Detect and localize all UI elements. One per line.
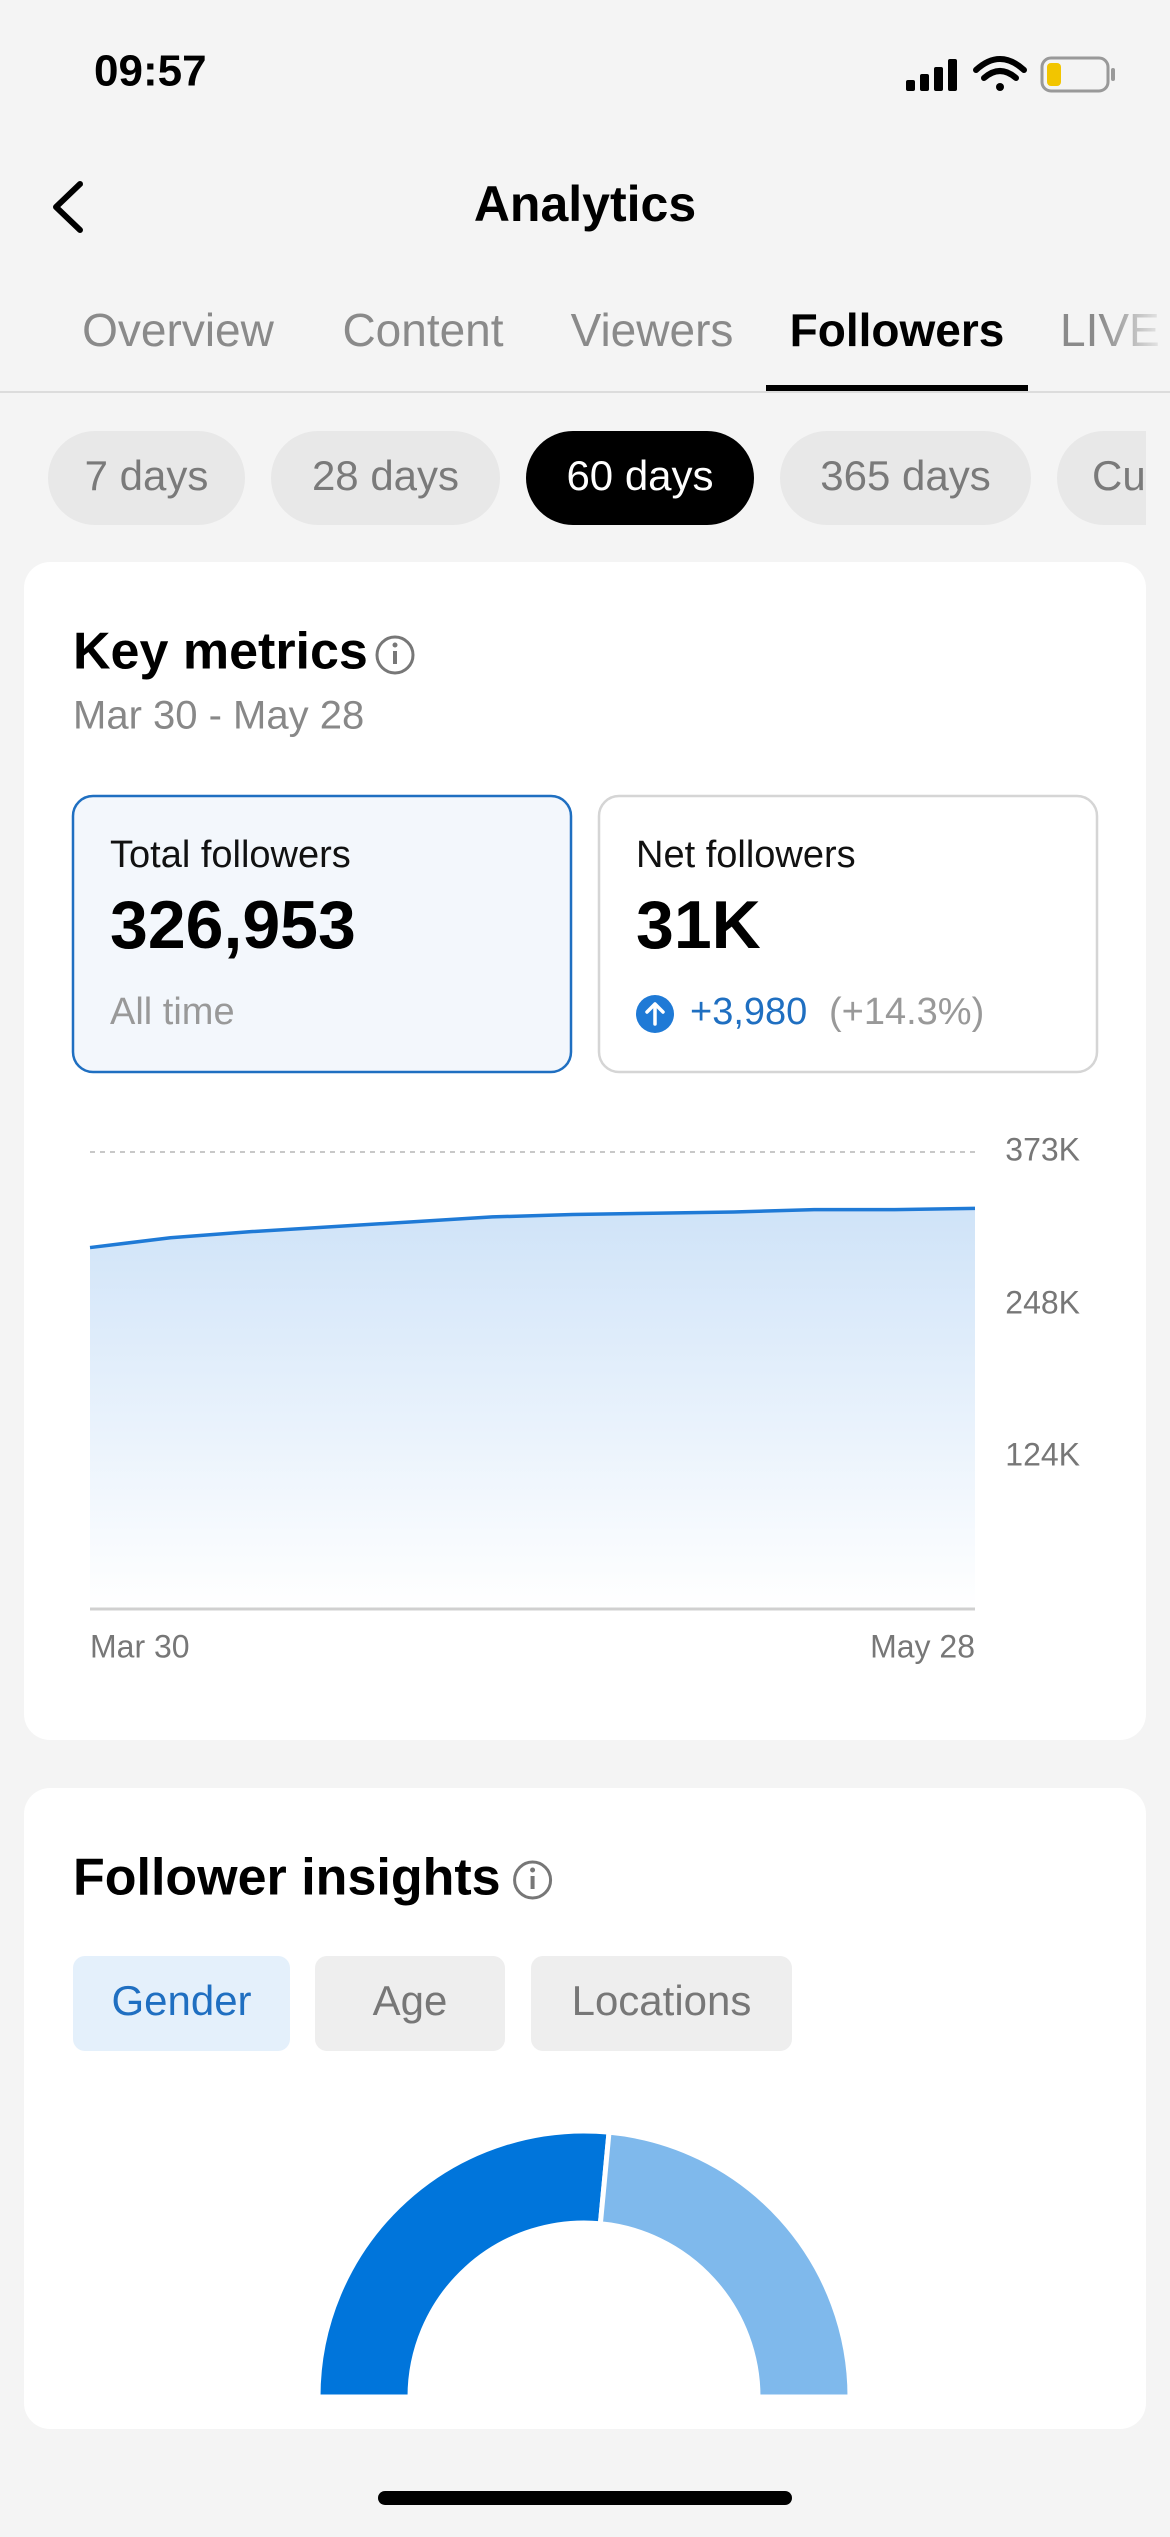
gender-chart [315,2128,853,2400]
metric-box[interactable] [71,794,573,1074]
y-tick-label: 248K [1005,1285,1080,1321]
page-title: Analytics [474,176,696,232]
signal-icon [906,59,957,91]
insight-tab-label: Age [373,1977,448,2024]
card [24,1788,1146,2429]
metric-note: All time [110,991,235,1033]
insight-tab[interactable] [315,1956,505,2051]
insight-tab-label: Gender [111,1977,251,2024]
chip[interactable] [780,431,1031,525]
y-tick-label: 373K [1005,1131,1080,1167]
date-range: Mar 30 - May 28 [73,694,364,738]
y-tick-label: 124K [1005,1437,1080,1473]
tab-fade [1100,280,1170,390]
area-line [89,1206,976,1250]
area-fill [90,1208,975,1609]
insight-tab[interactable] [73,1956,290,2051]
info-stem [530,1876,535,1889]
chip[interactable] [48,431,245,525]
metric-change-pct: (+14.3%) [829,991,984,1033]
chip[interactable] [1057,431,1170,525]
metric-box[interactable] [597,794,1099,1074]
metric-label: Total followers [110,834,351,876]
metric-label: Net followers [636,834,856,876]
tab[interactable]: Content [342,304,503,356]
up-arrow-icon [636,995,674,1033]
chip-label: Custom [1092,452,1170,499]
card-title: Key metrics [73,623,368,681]
tab-bar: OverviewContentViewersFollowersLIVE [82,304,1160,391]
wifi-icon [973,56,1027,91]
chip[interactable] [526,431,754,525]
period-chips: 7 days 28 days 60 days 365 days Custom [48,431,1170,525]
tab-divider [0,391,1170,393]
chip-label: 365 days [820,452,990,499]
metric-change: +3,980 [690,991,807,1033]
info-dot [530,1867,536,1873]
card-title: Follower insights [73,1849,501,1907]
status-time: 09:57 [94,47,207,96]
donut-slice [315,2128,612,2400]
insight-tabs: Gender Age Locations [73,1956,792,2051]
tab[interactable]: Followers [790,304,1005,356]
metric-value: 326,953 [110,887,356,963]
chip[interactable] [271,431,500,525]
x-tick-label: Mar 30 [90,1628,190,1664]
tab[interactable]: Overview [82,304,274,356]
followers-chart: 124K 248K 373K Mar 30 May 28 [89,1131,1080,1664]
insight-tab-label: Locations [572,1977,752,2024]
chip-label: 28 days [312,452,459,499]
chip-label: 60 days [566,452,713,499]
battery-icon [1040,56,1115,93]
insight-tab[interactable] [531,1956,792,2051]
info-icon[interactable] [513,1860,553,1900]
info-circle [513,1860,553,1900]
chip-label: 7 days [85,452,209,499]
home-indicator [378,2491,792,2505]
info-icon[interactable] [375,635,415,675]
donut-slice [597,2129,853,2400]
tab[interactable]: Viewers [571,304,734,356]
back-button[interactable] [53,181,83,233]
x-tick-label: May 28 [870,1628,975,1664]
tab-underline [766,385,1028,391]
metric-value: 31K [636,887,761,963]
